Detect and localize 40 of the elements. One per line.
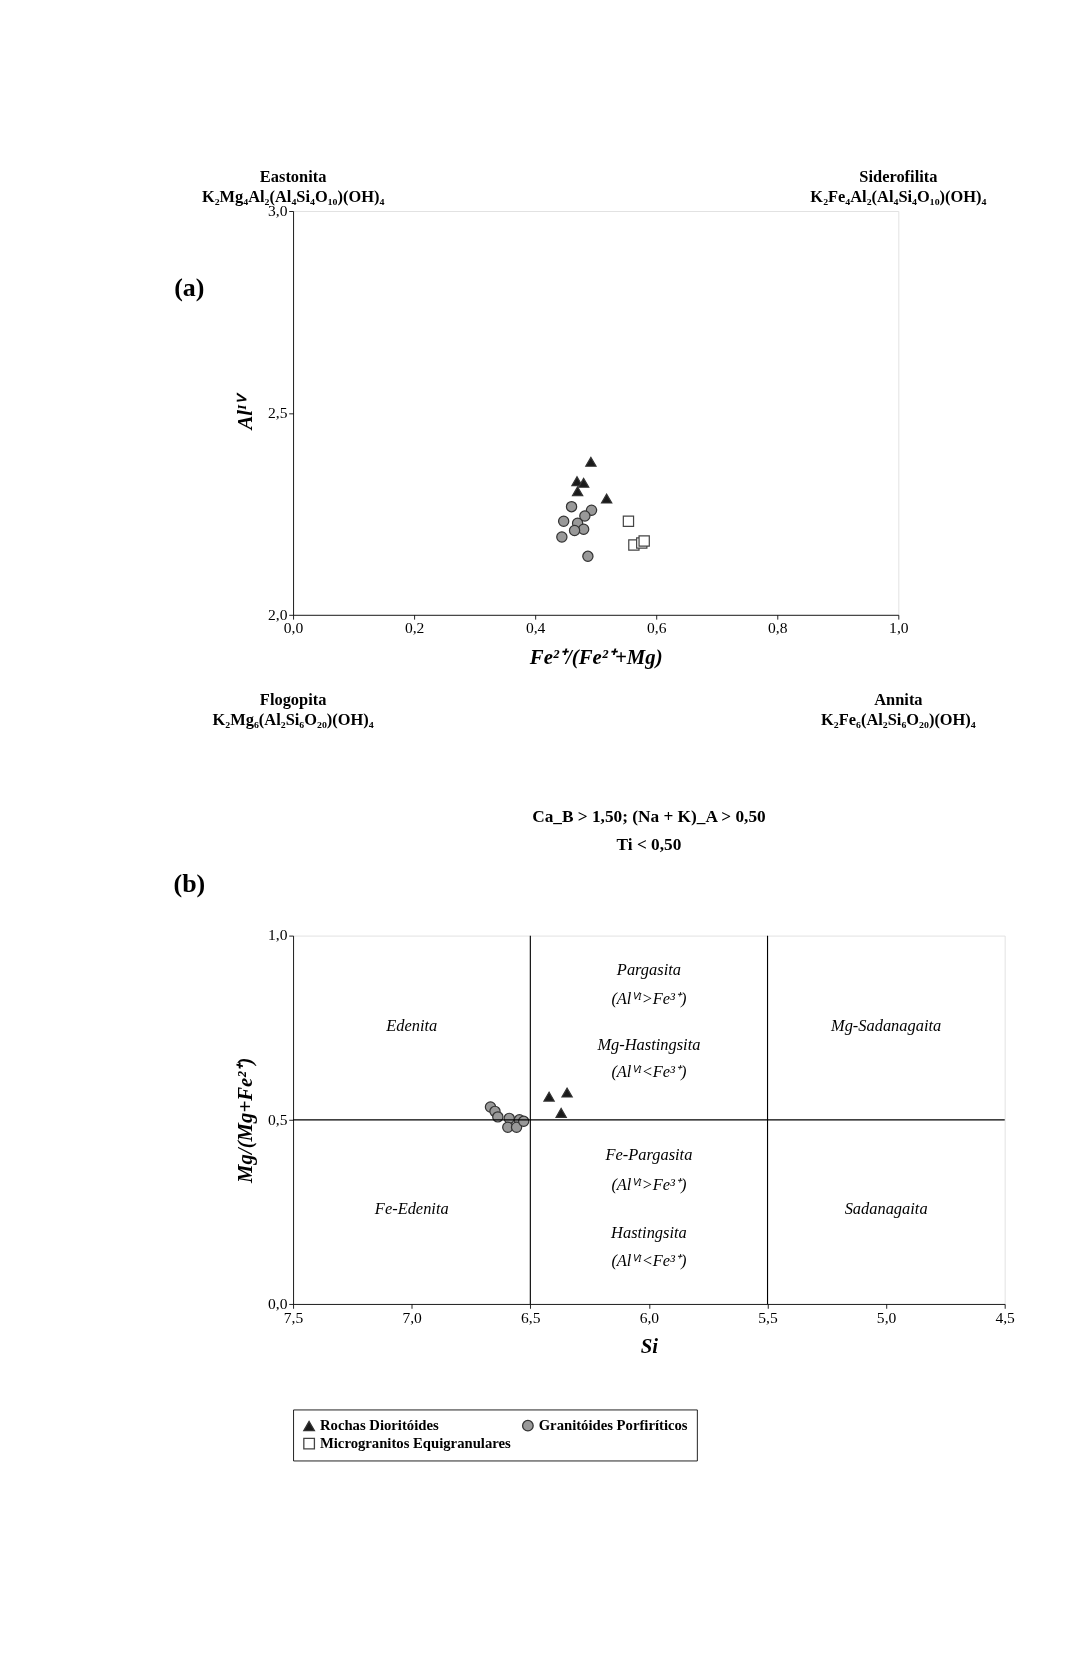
annotation: Fe-Pargasita — [604, 1145, 693, 1165]
y-tick-label: 0,5 — [268, 1110, 288, 1128]
legend-label: Rochas Dioritóides — [319, 1417, 439, 1434]
annotation: Edenita — [385, 1015, 438, 1035]
x-tick-label: 1,0 — [889, 619, 909, 637]
annotation: Pargasita — [615, 960, 681, 980]
text: (a) — [174, 272, 205, 302]
x-tick-label: 5,0 — [876, 1308, 897, 1326]
y-tick-label: 1,0 — [268, 926, 288, 944]
legend-label: Granitóides Porfiríticos — [538, 1416, 688, 1433]
annotation: Mg-Hastingsita — [596, 1034, 701, 1054]
x-tick-label: 7,0 — [402, 1308, 423, 1326]
text: Siderofilita K₂Fe₄Al₂(Al₄Si₄O₁₀)(OH)₄ — [810, 166, 987, 207]
annotation: Hastingsita — [610, 1223, 687, 1243]
x-axis-title: Si — [640, 1334, 659, 1357]
annotation: Sadanagaita — [844, 1199, 928, 1219]
annotation: Mg-Sadanagaita — [829, 1015, 942, 1035]
y-tick-label: 2,5 — [268, 403, 288, 421]
chart-subtitle: Ti < 0,50 — [616, 835, 682, 855]
annotation: (Alⱽᴵ<Fe³⁺) — [611, 1251, 687, 1271]
annotation: (Alⱽᴵ>Fe³⁺) — [611, 988, 687, 1008]
x-tick-label: 6,0 — [639, 1308, 660, 1326]
text: Flogopita K₂Mg₆(Al₂Si₆O₂₀)(OH)₄ — [212, 689, 374, 730]
annotation: (Alⱽᴵ>Fe³⁺) — [611, 1174, 687, 1194]
x-tick-label: 0,8 — [768, 619, 788, 637]
legend-label: Microgranitos Equigranulares — [319, 1434, 512, 1451]
annotation: (Alⱽᴵ<Fe³⁺) — [611, 1061, 687, 1081]
x-tick-label: 4,5 — [995, 1308, 1016, 1326]
y-axis-title: Mg/(Mg+Fe²⁺) — [233, 1057, 257, 1184]
text: (b) — [173, 868, 206, 898]
x-tick-label: 0,6 — [647, 619, 667, 637]
y-axis-title: Alᴵⱽ — [233, 392, 256, 432]
x-tick-label: 5,5 — [758, 1308, 778, 1326]
x-tick-label: 6,5 — [521, 1308, 541, 1326]
chart-title: Ca_B > 1,50; (Na + K)_A > 0,50 — [532, 807, 766, 827]
x-tick-label: 0,2 — [404, 619, 425, 637]
annotation: Fe-Edenita — [373, 1199, 449, 1219]
x-axis-title: Fe²⁺/(Fe²⁺+Mg) — [528, 645, 663, 669]
text: Annita K₂Fe₆(Al₂Si₆O₂₀)(OH)₄ — [821, 689, 976, 730]
x-tick-label: 0,4 — [525, 619, 546, 637]
